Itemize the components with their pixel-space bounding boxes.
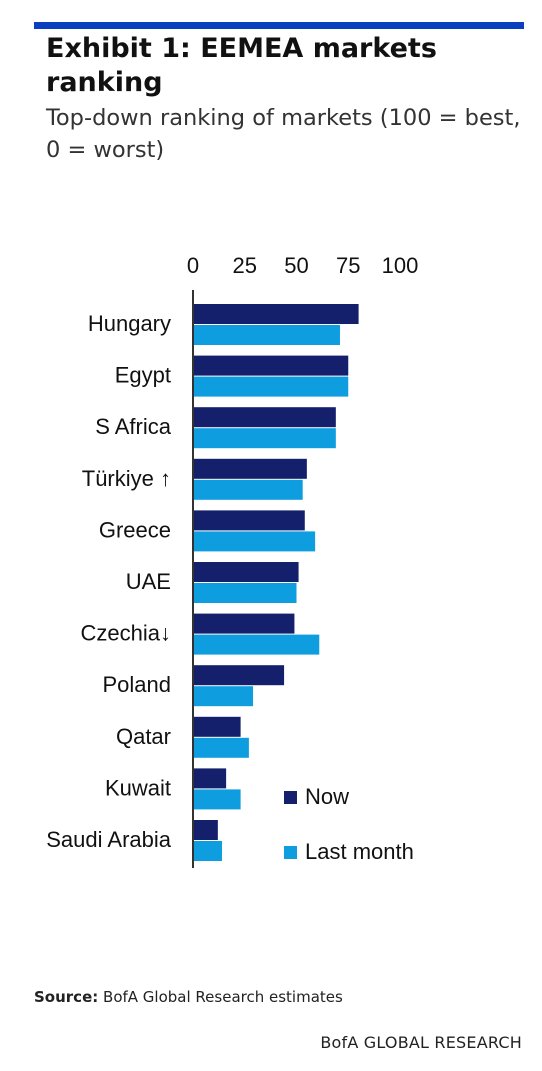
chart-title: Exhibit 1: EEMEA markets ranking [46, 33, 437, 98]
bar-last-month [193, 325, 340, 345]
category-label: Greece [99, 517, 171, 542]
legend-swatch-last-month [284, 845, 297, 859]
bar-last-month [193, 479, 303, 500]
bar-now [193, 768, 227, 789]
bar-last-month [193, 376, 349, 397]
x-tick-label: 25 [233, 253, 257, 278]
legend-label-last-month: Last month [305, 839, 414, 864]
category-label: Czechia↓ [81, 621, 171, 646]
category-label: UAE [126, 569, 171, 594]
bar-now [193, 355, 349, 376]
bar-now [193, 613, 295, 634]
bar-now [193, 510, 305, 531]
x-tick-label: 50 [284, 253, 308, 278]
source-note: Source: BofA Global Research estimates [34, 988, 343, 1006]
bar-last-month [193, 841, 222, 861]
category-label: Türkiye ↑ [82, 466, 171, 491]
bar-last-month [193, 634, 320, 655]
category-label: Kuwait [105, 775, 171, 800]
category-label: Hungary [88, 311, 171, 336]
bar-now [193, 716, 241, 737]
legend-item-now: Now [284, 784, 349, 810]
bar-now [193, 407, 336, 428]
source-label: Source: [34, 988, 99, 1006]
x-tick-label: 75 [336, 253, 360, 278]
brand-footer: BofA GLOBAL RESEARCH [320, 1033, 522, 1052]
bar-now [193, 562, 299, 582]
x-tick-label: 0 [187, 253, 199, 278]
category-label: Saudi Arabia [46, 827, 172, 852]
category-label: Poland [102, 672, 171, 697]
bar-last-month [193, 789, 241, 810]
legend-label-now: Now [305, 784, 350, 809]
bar-chart: 0 25 50 75 100 Hungary Egypt S Africa Türkiye ↑ G… [46, 253, 419, 868]
bar-last-month [193, 531, 316, 552]
bar-last-month [193, 428, 336, 449]
bar-now [193, 304, 359, 324]
source-text: BofA Global Research estimates [103, 988, 343, 1006]
category-label: Egypt [115, 363, 171, 388]
bar-now [193, 458, 307, 479]
chart-subtitle: Top-down ranking of markets (100 = best,… [46, 105, 521, 163]
category-label: S Africa [95, 414, 172, 439]
legend-item-last-month: Last month [284, 839, 414, 865]
x-tick-label: 100 [382, 253, 419, 278]
bar-last-month [193, 583, 297, 603]
bar-now [193, 665, 285, 686]
top-accent-bar [34, 22, 524, 29]
category-label: Qatar [116, 724, 171, 749]
bar-now [193, 820, 218, 840]
legend-swatch-now [284, 790, 297, 804]
bar-last-month [193, 686, 254, 707]
bar-last-month [193, 737, 249, 758]
